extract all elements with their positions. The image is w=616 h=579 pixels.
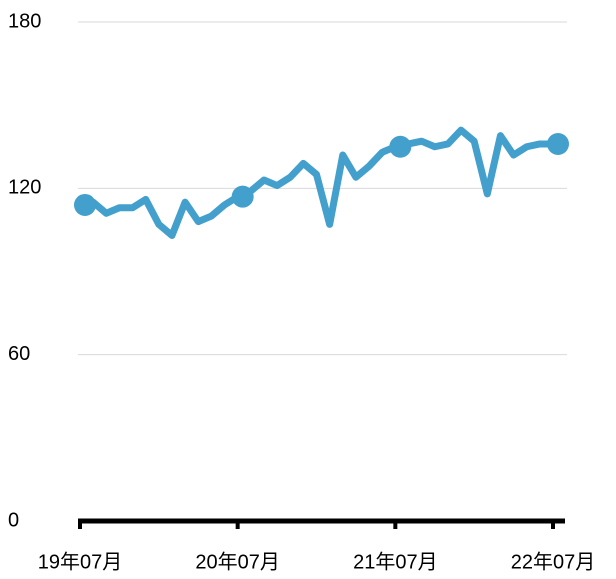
point [389, 135, 412, 158]
x-tick-label: 20年07月 [195, 550, 280, 573]
y-tick-label: 180 [8, 10, 41, 32]
y-tick-label: 60 [8, 343, 30, 365]
point [231, 185, 254, 208]
x-tick-label: 22年07月 [511, 550, 596, 573]
point [547, 132, 569, 155]
point [74, 193, 96, 216]
line [76, 126, 557, 239]
x-tick-label: 19年07月 [38, 550, 123, 573]
x-tick-label: 21年07月 [353, 550, 438, 573]
y-tick-label: 0 [8, 509, 19, 531]
y-tick-label: 120 [8, 177, 41, 199]
